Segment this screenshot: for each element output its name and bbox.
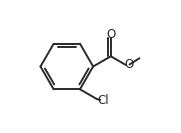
Text: O: O bbox=[124, 58, 133, 71]
Text: Cl: Cl bbox=[98, 94, 109, 107]
Text: O: O bbox=[106, 28, 115, 41]
